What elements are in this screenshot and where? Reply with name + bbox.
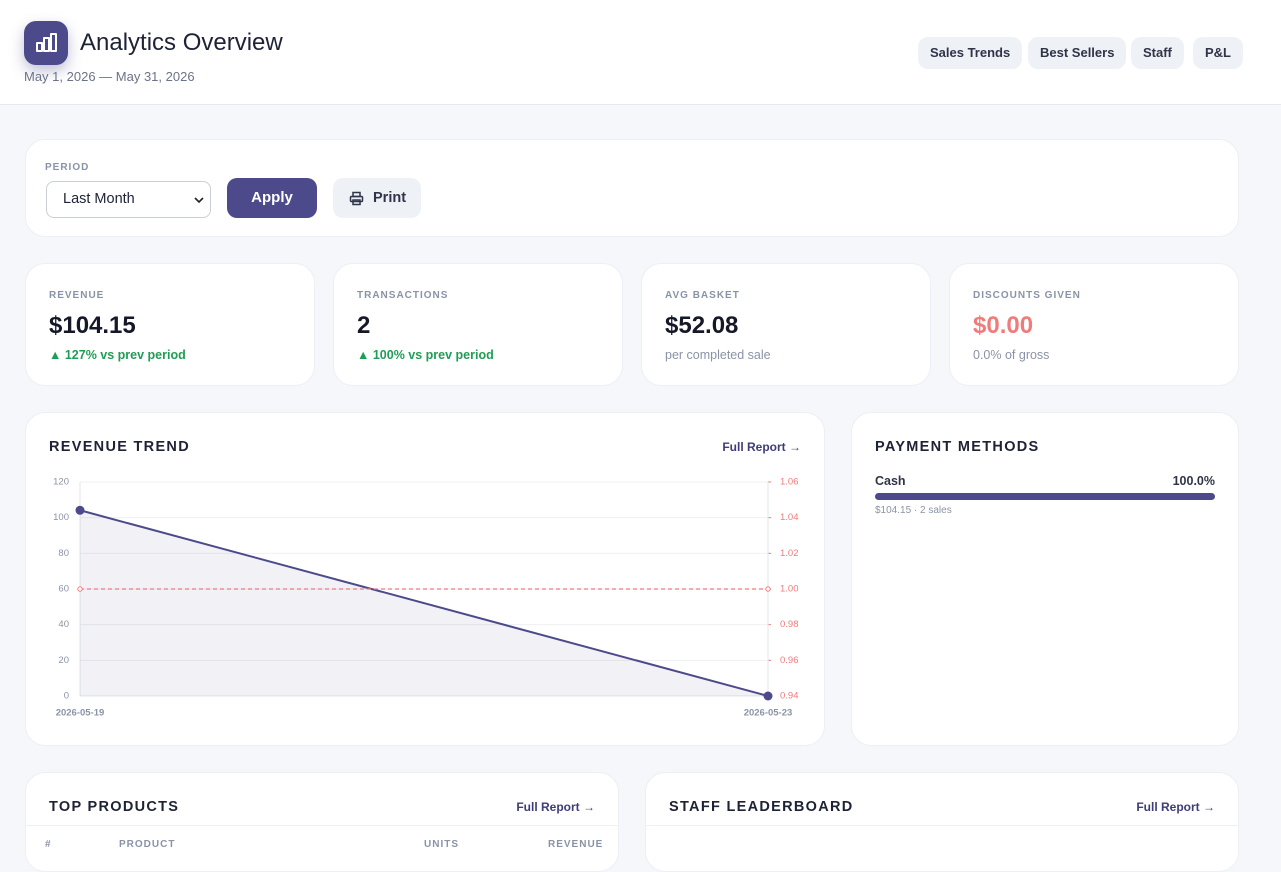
- divider: [646, 825, 1238, 826]
- card-title: TOP PRODUCTS: [49, 799, 180, 815]
- nav-button[interactable]: Best Sellers: [1028, 37, 1127, 69]
- full-report-link[interactable]: Full Report →: [516, 800, 595, 814]
- full-report-link[interactable]: Full Report →: [722, 440, 801, 454]
- nav-button[interactable]: Sales Trends: [918, 37, 1023, 69]
- point: [763, 691, 773, 701]
- point: [765, 586, 771, 592]
- y-tick-label: 20: [58, 655, 69, 666]
- column-header: UNITS: [424, 839, 459, 850]
- method-detail: $104.15 · 2 sales: [875, 505, 952, 516]
- kpi-value: $104.15: [49, 312, 136, 339]
- y-tick-label: 80: [58, 548, 69, 559]
- y2-tick-label: 0.96: [780, 655, 799, 666]
- y2-tick-label: 1.06: [780, 477, 799, 488]
- nav-button[interactable]: P&L: [1193, 37, 1243, 69]
- card-title: PAYMENT METHODS: [875, 439, 1040, 455]
- y-tick-label: 40: [58, 619, 69, 630]
- top-products-card: TOP PRODUCTS Full Report → # PRODUCT UNI…: [25, 772, 619, 872]
- revenue-trend-card: REVENUE TREND Full Report → 0 20 40 60 80 100…: [25, 412, 825, 746]
- kpi-card: REVENUE $104.15 ▲ 127% vs prev period: [25, 263, 315, 386]
- card-title: STAFF LEADERBOARD: [669, 799, 854, 815]
- method-name: Cash: [875, 474, 906, 488]
- kpi-label: TRANSACTIONS: [357, 290, 449, 301]
- filter-card: PERIOD Last Month Apply Print: [25, 139, 1239, 237]
- period-label: PERIOD: [45, 162, 90, 173]
- header: Analytics Overview May 1, 2026 — May 31,…: [0, 0, 1281, 105]
- y2-tick-label: 1.00: [780, 584, 799, 595]
- y-tick-label: 120: [53, 477, 69, 488]
- point: [77, 586, 83, 592]
- column-header: PRODUCT: [119, 839, 176, 850]
- kpi-label: REVENUE: [49, 290, 105, 301]
- full-report-link[interactable]: Full Report →: [1136, 800, 1215, 814]
- kpi-card: DISCOUNTS GIVEN $0.00 0.0% of gross: [949, 263, 1239, 386]
- kpi-note: per completed sale: [665, 348, 771, 362]
- column-header: #: [45, 839, 52, 850]
- bar-track: [875, 493, 1215, 500]
- line: [79, 509, 769, 697]
- y2-tick-label: 0.98: [780, 619, 799, 630]
- divider: [26, 825, 618, 826]
- print-button[interactable]: Print: [333, 178, 421, 218]
- kpi-card: TRANSACTIONS 2 ▲ 100% vs prev period: [333, 263, 623, 386]
- y-tick-label: 0: [64, 691, 69, 702]
- chevron: [194, 197, 204, 204]
- print-icon: [349, 191, 364, 206]
- method-percent: 100.0%: [1172, 474, 1215, 488]
- staff-leaderboard-card: STAFF LEADERBOARD Full Report →: [645, 772, 1239, 872]
- percent-bar: [875, 493, 1215, 500]
- period-select[interactable]: Last Month: [46, 181, 211, 218]
- kpi-card: AVG BASKET $52.08 per completed sale: [641, 263, 931, 386]
- kpi-note: 0.0% of gross: [973, 348, 1050, 362]
- y2-tick-label: 1.02: [780, 548, 799, 559]
- logo-icon: [36, 33, 57, 52]
- kpi-value: $0.00: [973, 312, 1034, 339]
- apply-button[interactable]: Apply: [227, 178, 317, 218]
- print-text: Print: [373, 190, 407, 206]
- y2-tick-label: 1.04: [780, 512, 799, 523]
- y-tick-label: 100: [53, 512, 69, 523]
- x-tick-label: 2026-05-23: [744, 708, 793, 719]
- date-range: May 1, 2026 — May 31, 2026: [24, 69, 195, 84]
- logo: [24, 21, 68, 65]
- kpi-label: AVG BASKET: [665, 290, 740, 301]
- payment-methods-card: PAYMENT METHODS Cash 100.0% $104.15 · 2 …: [851, 412, 1239, 746]
- x-tick-label: 2026-05-19: [56, 708, 105, 719]
- point: [75, 505, 85, 515]
- kpi-note: ▲ 127% vs prev period: [49, 348, 186, 362]
- kpi-value: 2: [357, 312, 371, 339]
- kpi-value: $52.08: [665, 312, 739, 339]
- period-value: Last Month: [63, 191, 135, 207]
- y-tick-label: 60: [58, 584, 69, 595]
- page-title: Analytics Overview: [80, 29, 283, 56]
- revenue-chart: 0 20 40 60 80 100 120 0.94 0.96 0.98 1.00 1.02 1.04 1…: [53, 477, 799, 719]
- y2-tick-label: 0.94: [780, 691, 799, 702]
- kpi-note: ▲ 100% vs prev period: [357, 348, 494, 362]
- card-title: REVENUE TREND: [49, 439, 190, 455]
- column-header: REVENUE: [548, 839, 604, 850]
- kpi-label: DISCOUNTS GIVEN: [973, 290, 1081, 301]
- nav-button[interactable]: Staff: [1131, 37, 1184, 69]
